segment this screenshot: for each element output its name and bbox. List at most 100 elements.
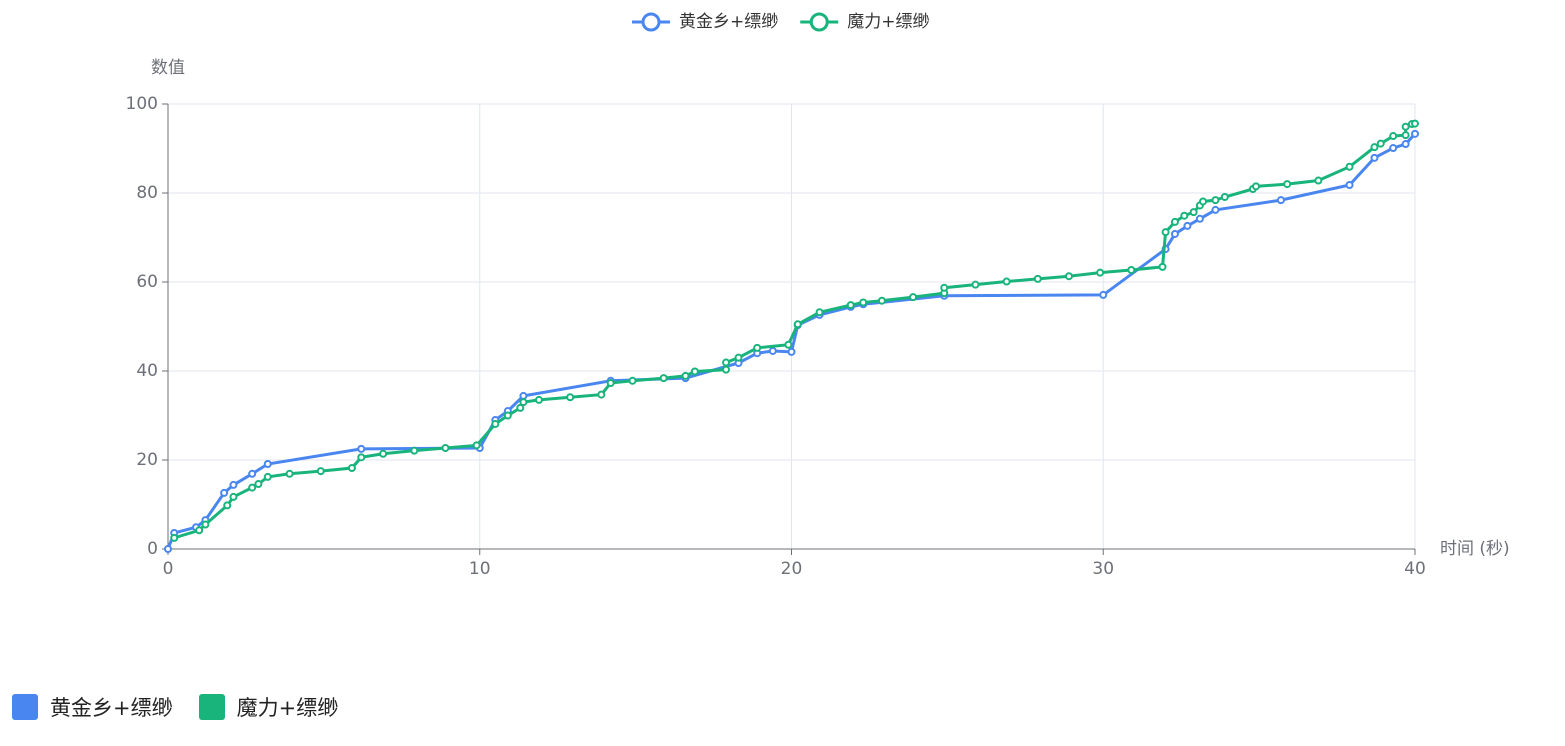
point — [753, 343, 762, 352]
point — [263, 460, 272, 469]
point — [1180, 211, 1189, 220]
point — [909, 293, 918, 302]
chart: 数值 时间 (秒) 0 20 40 60 80 100 0 10 20 30 40 黄金乡+缥缈 魔力+… — [126, 12, 1510, 579]
point — [681, 371, 690, 380]
point — [170, 533, 179, 542]
point — [1401, 122, 1410, 131]
point — [316, 467, 325, 476]
legend-label: 魔力+缥缈 — [236, 696, 339, 720]
point — [1370, 153, 1379, 162]
point — [940, 283, 949, 292]
point — [734, 353, 743, 362]
point — [357, 453, 366, 462]
y-tick-label: 100 — [126, 94, 158, 114]
point — [1033, 274, 1042, 283]
point — [1199, 197, 1208, 206]
point — [201, 520, 210, 529]
point — [503, 411, 512, 420]
y-tick-label: 80 — [136, 183, 158, 203]
point — [519, 398, 528, 407]
point — [263, 472, 272, 481]
point — [1211, 196, 1220, 205]
point — [248, 483, 257, 492]
point — [1170, 217, 1179, 226]
series-line — [173, 122, 1416, 540]
point — [1345, 180, 1354, 189]
point — [1002, 277, 1011, 286]
point — [1183, 221, 1192, 230]
point — [195, 526, 204, 535]
point — [1158, 262, 1167, 271]
x-tick-label: 20 — [781, 559, 803, 579]
point — [1161, 228, 1170, 237]
point — [534, 395, 543, 404]
point — [229, 480, 238, 489]
point — [846, 301, 855, 310]
point — [1064, 272, 1073, 281]
y-tick-label: 20 — [136, 450, 158, 470]
point — [164, 545, 172, 553]
point — [1376, 139, 1385, 148]
point — [410, 446, 419, 455]
point — [784, 340, 793, 349]
point — [1096, 268, 1105, 277]
point — [793, 320, 802, 329]
legend-marker — [641, 12, 661, 32]
point — [1252, 182, 1261, 191]
point — [877, 296, 886, 305]
point — [1127, 265, 1136, 274]
point — [606, 379, 615, 388]
legend-swatch — [198, 694, 225, 720]
point — [859, 298, 868, 307]
point — [1314, 176, 1323, 185]
point — [1411, 129, 1419, 138]
point — [690, 367, 699, 376]
point — [491, 419, 500, 428]
point — [1389, 144, 1398, 153]
point — [285, 469, 294, 478]
point — [1211, 205, 1220, 214]
point — [379, 449, 388, 458]
point — [628, 376, 637, 385]
legend-label: 黄金乡+缥缈 — [679, 12, 778, 32]
point — [516, 403, 525, 412]
point — [472, 441, 481, 450]
y-tick-label: 40 — [136, 361, 158, 381]
point — [229, 492, 238, 501]
x-tick-label: 30 — [1092, 559, 1114, 579]
bottom-legend: 黄金乡+缥缈 魔力+缥缈 — [12, 692, 338, 722]
legend-label: 黄金乡+缥缈 — [50, 696, 173, 720]
point — [722, 358, 731, 367]
point — [597, 390, 606, 399]
point — [1195, 214, 1204, 223]
x-tick-label: 10 — [469, 559, 491, 579]
point — [1276, 196, 1285, 205]
point — [223, 501, 232, 510]
x-tick-label: 40 — [1404, 559, 1426, 579]
point — [1401, 140, 1410, 149]
point — [768, 346, 777, 355]
y-tick-label: 60 — [136, 272, 158, 292]
legend-item: 魔力+缥缈 — [198, 692, 339, 722]
point — [1170, 229, 1179, 238]
point — [254, 480, 263, 489]
point — [1389, 132, 1398, 141]
point — [722, 365, 731, 374]
legend-swatch — [12, 694, 38, 720]
point — [357, 444, 366, 453]
point — [1345, 162, 1354, 171]
point — [347, 464, 356, 473]
point — [1189, 208, 1198, 217]
point — [1370, 143, 1379, 152]
point — [1283, 180, 1292, 189]
point — [519, 391, 528, 400]
y-axis-label: 数值 — [151, 58, 185, 78]
legend-marker — [809, 12, 829, 32]
point — [1411, 119, 1419, 128]
point — [787, 347, 796, 356]
point — [659, 374, 668, 383]
point — [1220, 193, 1229, 202]
point — [971, 280, 980, 289]
legend-item: 黄金乡+缥缈 — [632, 12, 778, 32]
